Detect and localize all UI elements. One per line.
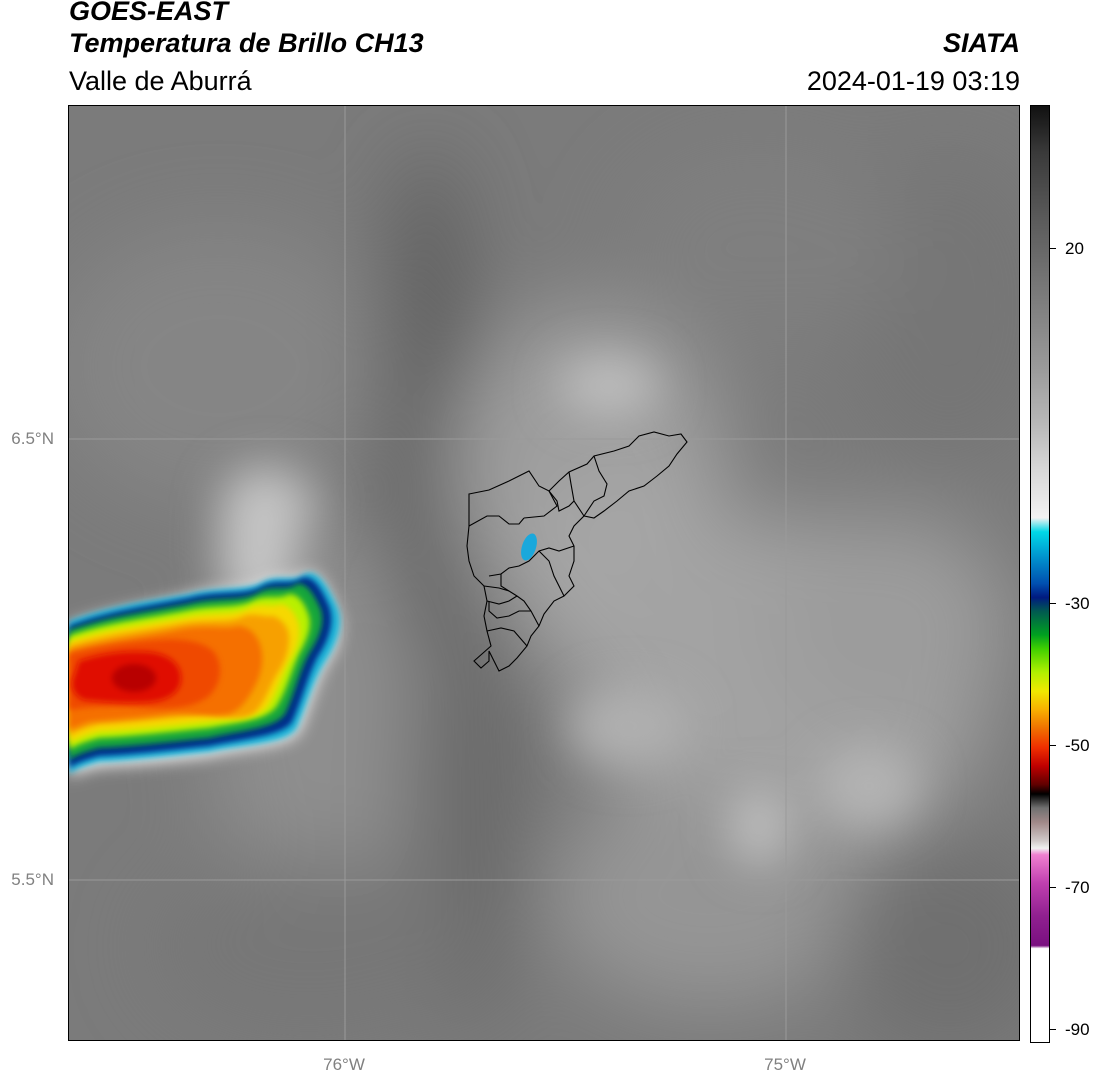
- municipal-boundaries: [466, 431, 688, 672]
- colorbar-label-minus30: -30: [1065, 594, 1090, 613]
- lat-label-5-5: 5.5°N: [11, 870, 54, 889]
- colorbar-label-minus90: -90: [1065, 1020, 1090, 1039]
- colorbar-tick: [1050, 887, 1056, 888]
- colorbar-label-minus70: -70: [1065, 878, 1090, 897]
- product-title: Temperatura de Brillo CH13: [69, 28, 424, 58]
- temperature-colorbar: [1030, 105, 1050, 1043]
- region-subtitle: Valle de Aburrá: [69, 66, 252, 96]
- datetime-label: 2024-01-19 03:19: [806, 66, 1020, 96]
- colorbar-tick: [1050, 1029, 1056, 1030]
- colorbar-tick: [1050, 745, 1056, 746]
- colorbar-label-20: 20: [1065, 239, 1084, 258]
- lon-label-75w: 75°W: [764, 1055, 806, 1074]
- cloud-highlights: [219, 356, 919, 866]
- agency-label: SIATA: [943, 28, 1020, 58]
- colorbar-label-minus50: -50: [1065, 736, 1090, 755]
- colorbar-tick: [1050, 248, 1056, 249]
- convective-cloud: [69, 572, 341, 776]
- lon-label-76w: 76°W: [323, 1055, 365, 1074]
- map-canvas: [69, 106, 1019, 1040]
- cold-cloud-spot: [521, 533, 537, 561]
- lat-label-6-5: 6.5°N: [11, 429, 54, 448]
- satellite-map[interactable]: [68, 105, 1020, 1041]
- colorbar-tick: [1050, 603, 1056, 604]
- grid-lines: [69, 106, 1019, 1040]
- satellite-title: GOES-EAST: [69, 0, 229, 26]
